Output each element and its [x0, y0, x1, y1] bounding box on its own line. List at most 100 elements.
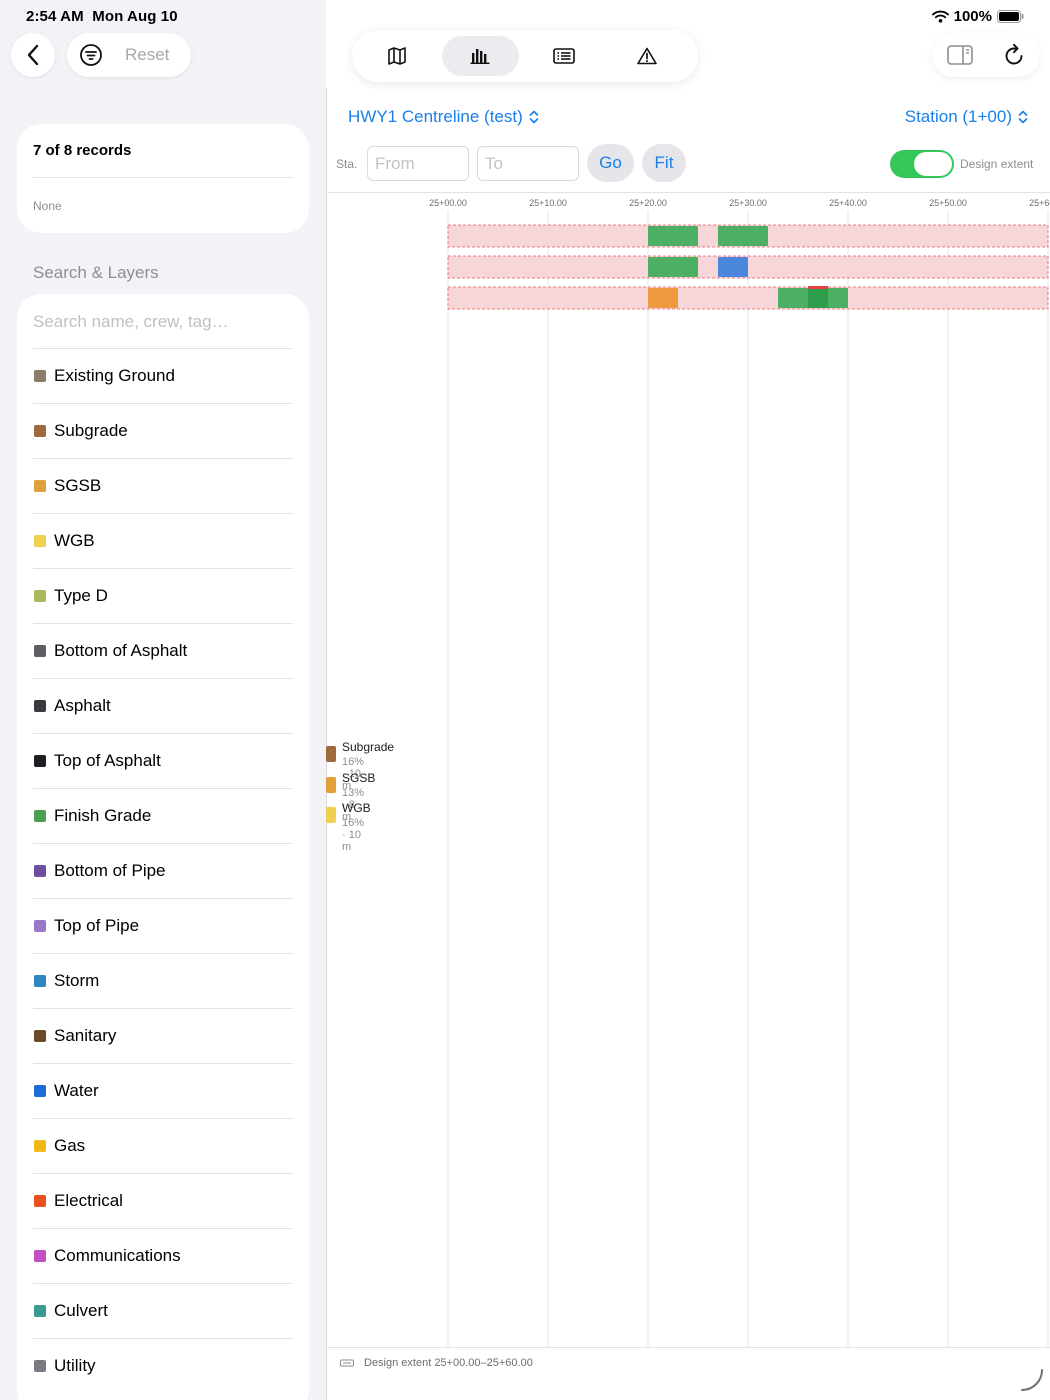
battery-percent: 100% — [953, 8, 992, 25]
layer-swatch — [34, 425, 46, 437]
x-tick-label: 25+30.00 — [729, 198, 767, 208]
layer-list: Existing Ground Subgrade SGSB WGB Type D Bott… — [33, 348, 293, 1393]
footer-text: Design extent 25+00.00–25+60.00 — [364, 1357, 533, 1369]
station-from-input[interactable] — [367, 146, 469, 181]
lane-segment — [648, 288, 678, 308]
status-indicators: 100% — [931, 8, 1024, 25]
reset-button[interactable]: Reset — [125, 45, 170, 64]
layer-label: Storm — [54, 971, 100, 990]
chevron-up-down-icon — [1018, 110, 1028, 124]
list-icon — [552, 48, 575, 64]
layer-label: Existing Ground — [54, 366, 175, 385]
ruler-icon — [340, 1359, 354, 1367]
design-extent-label: Design extent — [960, 157, 1034, 171]
loading-spinner-icon — [1021, 1369, 1043, 1391]
go-button[interactable]: Go — [587, 144, 634, 182]
layer-swatch — [34, 1195, 46, 1207]
layer-swatch — [34, 535, 46, 547]
alignment-selector[interactable]: HWY1 Centreline (test) — [348, 107, 539, 127]
back-button[interactable] — [11, 33, 55, 77]
filter-icon[interactable] — [79, 43, 103, 67]
status-time: 2:54 AM Mon Aug 10 — [26, 8, 178, 25]
status-date: Mon Aug 10 — [92, 8, 178, 25]
layer-swatch — [34, 920, 46, 932]
layer-item[interactable]: Electrical — [33, 1173, 293, 1228]
view-tabs — [352, 30, 698, 82]
layer-item[interactable]: Bottom of Asphalt — [33, 623, 293, 678]
legend-swatch — [326, 776, 336, 793]
wifi-icon — [931, 10, 949, 23]
layer-swatch — [34, 370, 46, 382]
layer-label: Top of Asphalt — [54, 751, 161, 770]
layer-label: Sanitary — [54, 1026, 117, 1045]
layer-item[interactable]: Asphalt — [33, 678, 293, 733]
layer-item[interactable]: Utility — [33, 1338, 293, 1393]
layer-item[interactable]: Gas — [33, 1118, 293, 1173]
legend-swatch — [326, 746, 336, 762]
station-to-input[interactable] — [477, 146, 579, 181]
footer-divider — [326, 1347, 1050, 1348]
chevron-left-icon — [27, 44, 39, 66]
station-selector[interactable]: Station (1+00) — [905, 107, 1028, 127]
layer-item[interactable]: Sanitary — [33, 1008, 293, 1063]
refresh-icon[interactable] — [1003, 43, 1025, 67]
sidebar: 2:54 AM Mon Aug 10 Reset 7 of 8 records … — [0, 0, 326, 1400]
design-extent-toggle[interactable] — [890, 150, 954, 178]
filter-reset-pill: Reset — [67, 33, 191, 77]
layer-item[interactable]: Water — [33, 1063, 293, 1118]
layer-label: Bottom of Pipe — [54, 861, 166, 880]
layer-item[interactable]: Top of Asphalt — [33, 733, 293, 788]
chevron-up-down-icon — [529, 110, 539, 124]
layer-item[interactable]: Storm — [33, 953, 293, 1008]
layer-item[interactable]: Communications — [33, 1228, 293, 1283]
layer-label: Finish Grade — [54, 806, 152, 825]
tab-warnings[interactable] — [609, 36, 687, 76]
x-tick-label: 25+60.00 — [1029, 198, 1050, 208]
layer-item[interactable]: WGB — [33, 513, 293, 568]
design-extent-band — [447, 286, 1049, 310]
battery-icon — [997, 10, 1024, 23]
layer-item[interactable]: Top of Pipe — [33, 898, 293, 953]
layer-item[interactable]: Existing Ground — [33, 348, 293, 403]
x-tick-label: 25+10.00 — [529, 198, 567, 208]
fit-button[interactable]: Fit — [642, 144, 686, 182]
map-icon — [387, 47, 406, 65]
lane-segment — [648, 226, 698, 246]
chart-top-border — [326, 192, 1050, 193]
layer-swatch — [34, 590, 46, 602]
lane-segment — [808, 288, 828, 308]
layer-label: Gas — [54, 1136, 86, 1155]
records-count: 7 of 8 records — [33, 142, 132, 159]
station-chart: 25+00.00 25+10.00 25+20.00 25+30.00 25+40.00… — [429, 198, 1050, 1347]
layer-item[interactable]: Culvert — [33, 1283, 293, 1338]
search-input[interactable] — [33, 312, 293, 332]
layer-item[interactable]: Subgrade — [33, 403, 293, 458]
layer-label: WGB — [54, 531, 95, 550]
main-panel: 100% — [326, 0, 1050, 1400]
toggle-knob — [914, 152, 952, 176]
layer-label: Culvert — [54, 1301, 108, 1320]
legend-name: WGB — [342, 801, 371, 815]
layer-swatch — [34, 755, 46, 767]
tab-chart[interactable] — [441, 36, 519, 76]
layer-swatch — [34, 810, 46, 822]
layer-item[interactable]: Bottom of Pipe — [33, 843, 293, 898]
tab-map[interactable] — [358, 36, 436, 76]
sidebar-icon[interactable] — [947, 45, 973, 65]
x-tick-label: 25+50.00 — [929, 198, 967, 208]
layer-item[interactable]: SGSB — [33, 458, 293, 513]
layer-swatch — [34, 1250, 46, 1262]
layer-label: Utility — [54, 1356, 96, 1375]
layer-item[interactable]: Finish Grade — [33, 788, 293, 843]
lane-segment — [718, 226, 768, 246]
tab-list[interactable] — [525, 36, 603, 76]
layer-swatch — [34, 975, 46, 987]
layer-label: Asphalt — [54, 696, 111, 715]
legend-name: Subgrade — [342, 740, 395, 754]
warning-icon — [637, 47, 658, 65]
layer-swatch — [34, 480, 46, 492]
layer-label: Water — [54, 1081, 99, 1100]
layer-label: SGSB — [54, 476, 102, 495]
layer-item[interactable]: Type D — [33, 568, 293, 623]
lane-segment — [648, 257, 698, 277]
